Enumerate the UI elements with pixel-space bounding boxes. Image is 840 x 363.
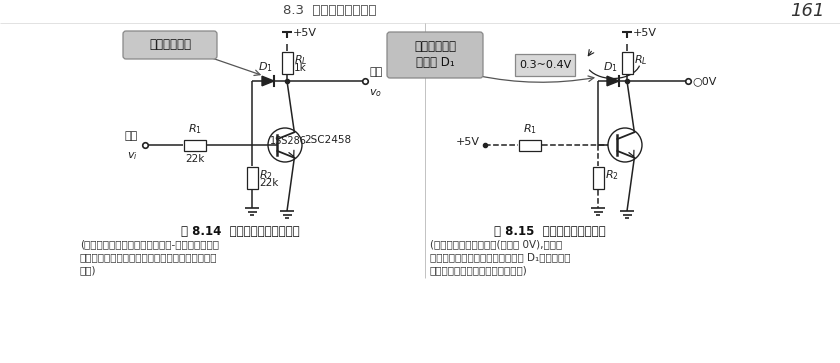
Text: 输入: 输入 [125,131,138,141]
Text: 簇位): 簇位) [80,265,97,275]
Text: ○0V: ○0V [692,76,717,86]
Text: 图 8.15  晶体管导通时的状态: 图 8.15 晶体管导通时的状态 [494,225,606,238]
Polygon shape [262,76,274,86]
Text: 肖特基二极管: 肖特基二极管 [149,38,191,52]
FancyBboxPatch shape [515,54,575,76]
Text: 管处于很接近截止状态的导通状态): 管处于很接近截止状态的导通状态) [430,265,528,275]
Bar [622,52,633,74]
Text: $D_1$: $D_1$ [258,60,273,74]
Text: $v_o$: $v_o$ [369,87,382,99]
Text: (发射极接地型开关电路中在基极-集电极之间连接: (发射极接地型开关电路中在基极-集电极之间连接 [80,239,219,249]
Bar [592,167,603,189]
Text: +5V: +5V [633,28,657,38]
Bar [246,167,258,189]
Text: $R_2$: $R_2$ [259,168,273,182]
Text: $R_L$: $R_L$ [294,53,307,67]
Bar [519,139,541,151]
Text: (晶体管处于导通状态时(输出为 0V),应流过: (晶体管处于导通状态时(输出为 0V),应流过 [430,239,562,249]
Text: +5V: +5V [293,28,317,38]
Text: 基极电流几乎: 基极电流几乎 [414,41,456,53]
Text: $D_1$: $D_1$ [603,60,617,74]
Text: 22k: 22k [259,178,278,188]
Polygon shape [607,76,619,86]
FancyBboxPatch shape [123,31,217,59]
Text: 1k: 1k [294,63,307,73]
FancyBboxPatch shape [387,32,483,78]
Bar [184,139,206,151]
Text: $v_i$: $v_i$ [128,150,138,162]
Text: 肖特基二极管能够提高开关速度。这就是肖特基基: 肖特基二极管能够提高开关速度。这就是肖特基基 [80,252,218,262]
Text: $R_L$: $R_L$ [634,53,648,67]
Text: $R_1$: $R_1$ [523,122,537,136]
Bar [281,52,292,74]
Text: $R_2$: $R_2$ [605,168,619,182]
Text: 8.3  如何提高开关速度: 8.3 如何提高开关速度 [283,4,377,17]
Text: 输出: 输出 [369,67,382,77]
Text: 2SC2458: 2SC2458 [304,135,351,145]
Text: 图 8.14  进行肖特基簇位的电路: 图 8.14 进行肖特基簇位的电路 [181,225,299,238]
Text: 0.3~0.4V: 0.3~0.4V [519,60,571,70]
Text: +5V: +5V [456,137,480,147]
Text: 22k: 22k [186,154,205,164]
Text: 全流过 D₁: 全流过 D₁ [416,57,454,69]
Text: 1SS286: 1SS286 [270,136,307,146]
Text: $R_1$: $R_1$ [188,122,202,136]
Text: 过晶体管的基极电流的大部分流过 D₁。这时晶体: 过晶体管的基极电流的大部分流过 D₁。这时晶体 [430,252,570,262]
Text: 161: 161 [790,2,825,20]
